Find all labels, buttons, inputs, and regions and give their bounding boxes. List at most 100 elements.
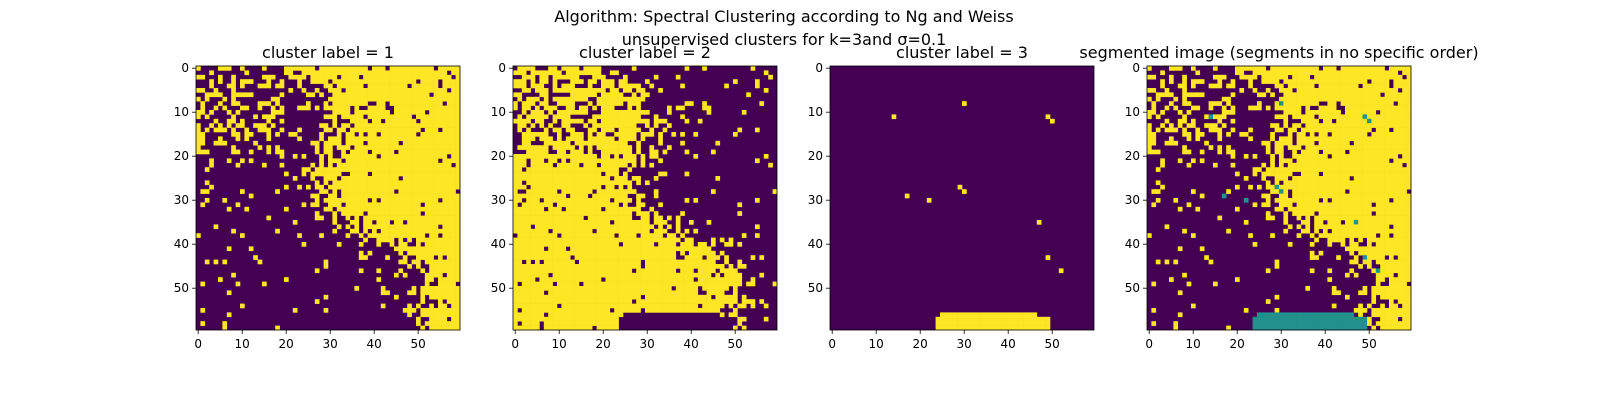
heatmap-cell bbox=[1182, 114, 1187, 120]
heatmap-cell bbox=[1362, 88, 1368, 93]
heatmap-cell bbox=[517, 246, 523, 252]
heatmap-cell bbox=[407, 184, 412, 190]
heatmap-cell bbox=[539, 180, 545, 186]
heatmap-cell bbox=[592, 206, 597, 212]
heatmap-cell bbox=[570, 325, 575, 331]
heatmap-cell bbox=[398, 220, 404, 225]
heatmap-cell bbox=[1292, 176, 1297, 181]
heatmap-cell bbox=[1340, 180, 1346, 186]
heatmap-cell bbox=[235, 136, 241, 142]
heatmap-cell bbox=[411, 180, 417, 186]
heatmap-cell bbox=[196, 149, 201, 155]
heatmap-cell bbox=[526, 167, 531, 172]
heatmap-cell bbox=[323, 70, 329, 76]
heatmap-cell bbox=[323, 180, 329, 186]
heatmap-cell bbox=[570, 88, 575, 93]
heatmap-cell bbox=[579, 140, 584, 146]
heatmap-cell bbox=[587, 189, 593, 194]
heatmap-cell bbox=[1309, 79, 1315, 84]
heatmap-cell bbox=[517, 233, 523, 238]
heatmap-cell bbox=[1384, 83, 1390, 89]
heatmap-cell bbox=[737, 127, 743, 133]
heatmap-cell bbox=[1349, 211, 1355, 216]
heatmap-cell bbox=[1252, 171, 1258, 177]
heatmap-cell bbox=[689, 277, 694, 282]
heatmap-cell bbox=[526, 294, 531, 300]
heatmap-cell bbox=[579, 294, 584, 300]
heatmap-cell bbox=[314, 140, 320, 146]
heatmap-cell bbox=[1147, 123, 1152, 128]
heatmap-cell bbox=[1151, 105, 1157, 111]
heatmap-cell bbox=[579, 189, 584, 194]
heatmap-cell bbox=[1160, 123, 1165, 128]
heatmap-cell bbox=[1270, 171, 1275, 177]
heatmap-cell bbox=[1389, 202, 1394, 208]
heatmap-cell bbox=[535, 228, 540, 234]
heatmap-cell bbox=[389, 154, 395, 159]
heatmap-cell bbox=[240, 118, 245, 124]
heatmap-cell bbox=[345, 101, 351, 106]
heatmap-cell bbox=[574, 224, 580, 230]
heatmap-cell bbox=[605, 224, 611, 230]
heatmap-cell bbox=[1327, 193, 1333, 199]
heatmap-cell bbox=[407, 105, 412, 111]
heatmap-cell bbox=[1393, 136, 1399, 142]
heatmap-cell bbox=[1389, 176, 1394, 181]
heatmap-cell bbox=[1151, 101, 1157, 106]
heatmap-cell bbox=[755, 158, 760, 164]
heatmap-cell bbox=[561, 83, 567, 89]
heatmap-cell bbox=[358, 140, 364, 146]
heatmap-cell bbox=[420, 299, 426, 304]
heatmap-cell bbox=[631, 255, 637, 260]
heatmap-cell bbox=[350, 180, 355, 186]
heatmap-cell bbox=[372, 215, 377, 221]
heatmap-cell bbox=[596, 180, 602, 186]
heatmap-cell bbox=[526, 215, 531, 221]
heatmap-cell bbox=[411, 246, 417, 252]
heatmap-cell bbox=[1362, 193, 1368, 199]
heatmap-cell bbox=[565, 110, 571, 115]
heatmap-cell bbox=[565, 184, 571, 190]
heatmap-cell bbox=[367, 206, 373, 212]
heatmap-cell bbox=[209, 79, 214, 84]
heatmap-cell bbox=[631, 189, 637, 194]
heatmap-cell bbox=[741, 110, 747, 115]
heatmap-cell bbox=[310, 74, 316, 80]
heatmap-cell bbox=[1353, 70, 1359, 76]
heatmap-cell bbox=[262, 83, 267, 89]
heatmap-cell bbox=[429, 264, 434, 269]
heatmap-cell bbox=[1292, 198, 1297, 203]
heatmap-cell bbox=[1151, 140, 1157, 146]
heatmap-cell bbox=[367, 140, 373, 146]
heatmap-cell bbox=[367, 110, 373, 115]
heatmap-cell bbox=[1155, 114, 1161, 120]
heatmap-cell bbox=[1323, 180, 1328, 186]
heatmap-cell bbox=[1305, 176, 1311, 181]
heatmap-cell bbox=[565, 114, 571, 120]
heatmap-cell bbox=[424, 154, 430, 159]
heatmap-cell bbox=[543, 224, 549, 230]
heatmap-cell bbox=[433, 268, 439, 274]
heatmap-cell bbox=[565, 303, 571, 309]
heatmap-cell bbox=[1314, 189, 1319, 194]
heatmap-cell bbox=[231, 118, 236, 124]
heatmap-cell bbox=[1274, 206, 1280, 212]
heatmap-cell bbox=[583, 228, 589, 234]
heatmap-cell bbox=[1397, 184, 1403, 190]
heatmap-cell bbox=[1305, 149, 1311, 155]
heatmap-cell bbox=[424, 92, 430, 98]
heatmap-cell bbox=[446, 114, 452, 120]
heatmap-cell bbox=[1375, 88, 1381, 93]
heatmap-cell bbox=[1384, 74, 1390, 80]
heatmap-cell bbox=[662, 220, 668, 225]
heatmap-cell bbox=[627, 83, 633, 89]
heatmap-cell bbox=[627, 127, 633, 133]
heatmap-cell bbox=[262, 123, 267, 128]
heatmap-cell bbox=[200, 105, 206, 111]
heatmap-cell bbox=[429, 290, 434, 296]
heatmap-cell bbox=[354, 79, 360, 84]
heatmap-cell bbox=[1274, 101, 1280, 106]
heatmap-cell bbox=[323, 145, 329, 150]
heatmap-cell bbox=[1296, 74, 1302, 80]
